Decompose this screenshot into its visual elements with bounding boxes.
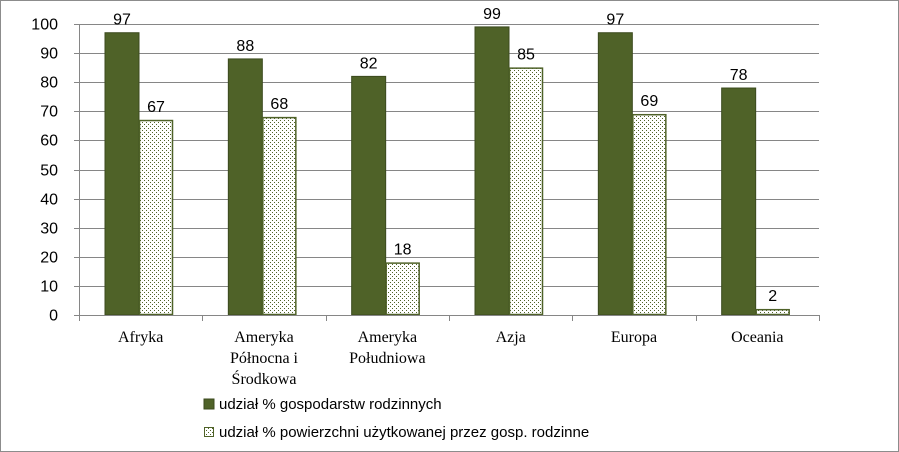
x-axis: Afryka Ameryka Północna i Środkowa Ameryka Po… [79, 315, 820, 388]
category-label: Europa [611, 329, 657, 346]
y-tick-label: 100 [31, 17, 58, 34]
bar-series-1 [721, 87, 757, 316]
y-tick-label: 50 [40, 163, 58, 180]
bars [104, 26, 790, 316]
data-label: 97 [113, 12, 131, 29]
data-label: 99 [483, 6, 501, 23]
y-tick-label: 40 [40, 192, 58, 209]
legend-label: udział % powierzchni użytkowanej przez g… [219, 424, 589, 441]
legend: udział % gospodarstw rodzinnych udział % … [203, 396, 589, 441]
bar-series-2 [632, 113, 667, 316]
category-label-line: Oceania [731, 329, 783, 346]
y-tick-label: 70 [40, 104, 58, 121]
y-tick-label: 10 [40, 279, 58, 296]
data-label: 82 [360, 55, 378, 72]
category-label: Afryka [118, 329, 163, 346]
category-label-line: Ameryka [234, 329, 294, 346]
y-tick-label: 90 [40, 46, 58, 63]
bar-series-2 [755, 308, 790, 316]
bar-series-1 [227, 58, 263, 316]
y-tick-label: 60 [40, 133, 58, 150]
legend-swatch-series-1 [203, 398, 215, 410]
bar-series-1 [474, 26, 510, 316]
bar-series-2 [508, 67, 544, 316]
data-label: 67 [147, 99, 165, 116]
category-label-line: Środkowa [232, 369, 297, 388]
y-axis: 0 10 20 30 40 50 60 70 80 90 100 [31, 17, 80, 325]
legend-label: udział % gospodarstw rodzinnych [219, 396, 442, 413]
category-label: Ameryka Południowa [349, 329, 425, 367]
category-label: Ameryka Północna i Środkowa [230, 329, 299, 388]
bar-series-1 [104, 32, 140, 316]
data-label: 97 [606, 12, 624, 29]
bar-series-2 [262, 116, 297, 316]
category-label-line: Ameryka [358, 329, 418, 346]
category-label-line: Południowa [349, 350, 425, 367]
data-label: 78 [730, 67, 748, 84]
bar-series-2 [385, 262, 420, 316]
data-labels: 97 67 88 68 82 18 99 85 97 69 78 2 [113, 6, 777, 305]
y-tick-label: 30 [40, 221, 58, 238]
data-label: 18 [394, 242, 412, 259]
legend-swatch-series-2 [204, 427, 214, 437]
y-tick-label: 80 [40, 75, 58, 92]
data-label: 68 [270, 96, 288, 113]
data-label: 69 [640, 93, 658, 110]
category-label: Azja [496, 329, 526, 346]
gridlines [79, 24, 819, 287]
category-label-line: Afryka [118, 329, 163, 346]
bar-series-1 [351, 75, 387, 316]
data-label: 85 [517, 47, 535, 64]
data-label: 88 [236, 38, 254, 55]
bar-series-1 [597, 32, 633, 316]
bar-series-2 [138, 119, 174, 316]
y-tick-label: 20 [40, 250, 58, 267]
category-label: Oceania [731, 329, 783, 346]
category-label-line: Azja [496, 329, 526, 346]
y-tick-label: 0 [49, 308, 58, 325]
category-label-line: Północna i [230, 350, 299, 367]
data-label: 2 [768, 288, 777, 305]
category-label-line: Europa [611, 329, 657, 346]
